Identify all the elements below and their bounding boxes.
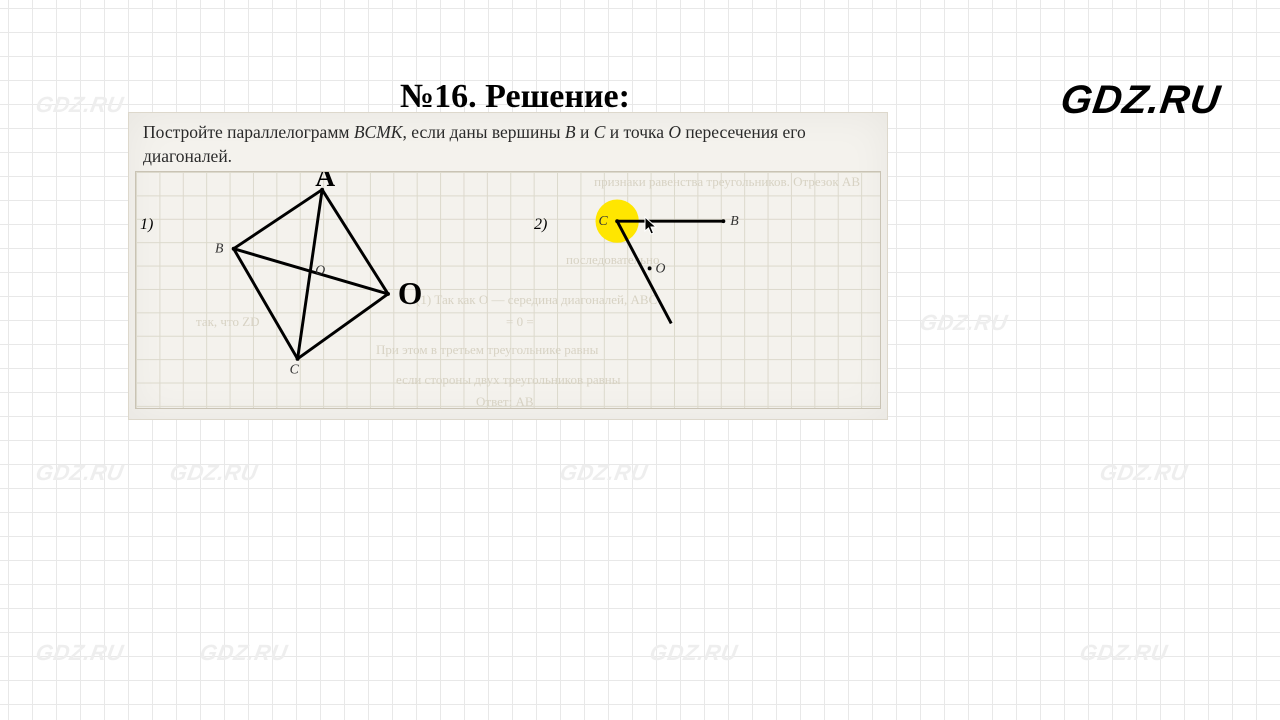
problem-statement: Постройте параллелограмм BCMK, если даны…: [129, 113, 887, 168]
problem-point-o: O: [668, 122, 681, 142]
ghost-text: последовательно: [566, 252, 659, 268]
ghost-text: = 0 =: [506, 314, 534, 330]
workbook-grid: признаки равенства треугольников. Отрезо…: [135, 171, 881, 409]
label-b-2: B: [730, 213, 739, 228]
ghost-text: При этом в третьем треугольнике равны: [376, 342, 598, 358]
problem-text-part: и точка: [605, 122, 668, 142]
exercise-title: №16. Решение:: [400, 78, 630, 116]
exercise-word: Решение:: [485, 78, 630, 115]
label-o-1: O: [315, 262, 325, 277]
ghost-text: так, что ZD: [196, 314, 260, 330]
ghost-text: Ответ: АВ: [476, 394, 534, 410]
problem-text-part: и: [576, 122, 594, 142]
ghost-text: если стороны двух треугольников равны: [396, 372, 620, 388]
problem-vertex-c: C: [594, 122, 606, 142]
ghost-text: признаки равенства треугольников. Отрезо…: [594, 174, 860, 190]
case-2-label: 2): [534, 216, 547, 234]
ghost-text: (1) Так как О — середина диагоналей, АВС: [416, 292, 657, 308]
problem-text-part: , если даны вершины: [402, 122, 564, 142]
highlight-circle: [596, 200, 639, 243]
problem-shape-name: BCMK: [354, 122, 403, 142]
problem-text-part: Постройте параллелограмм: [143, 122, 354, 142]
label-c-2: C: [598, 213, 608, 228]
label-c-1: C: [290, 362, 300, 377]
label-a-hand: A: [315, 172, 335, 192]
problem-panel: Постройте параллелограмм BCMK, если даны…: [128, 112, 888, 420]
exercise-number: №16.: [400, 78, 477, 115]
case-1-label: 1): [140, 216, 153, 234]
label-b-1: B: [215, 241, 224, 256]
site-logo: GDZ.RU: [1058, 78, 1224, 123]
problem-vertex-b: B: [565, 122, 576, 142]
